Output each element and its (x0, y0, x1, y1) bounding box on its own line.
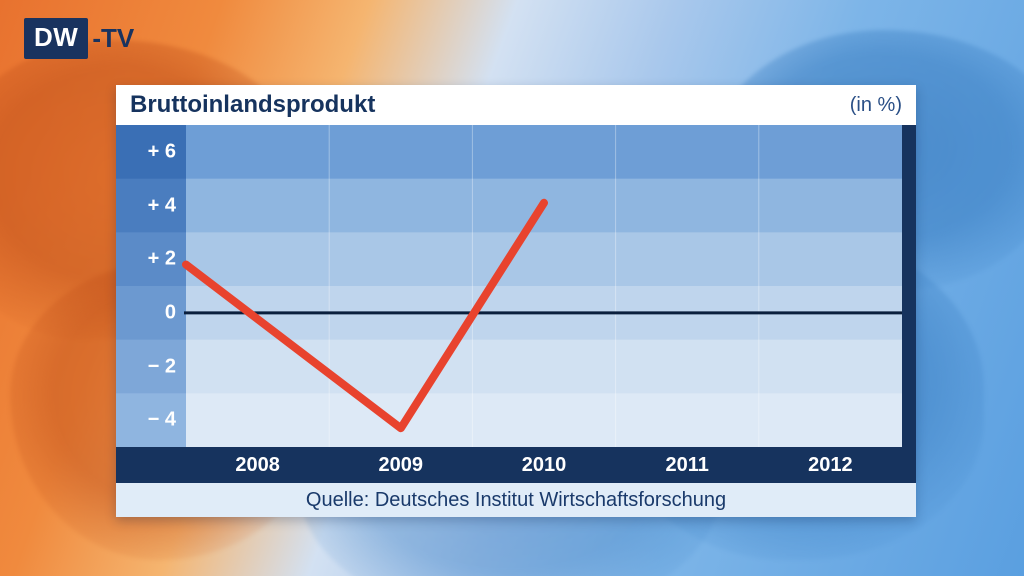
logo-suffix: -TV (88, 23, 134, 54)
chart-title-bar: Bruttoinlandsprodukt (in %) (116, 85, 916, 125)
plot-svg (116, 125, 916, 483)
logo-box: DW (24, 18, 88, 59)
chart-title: Bruttoinlandsprodukt (130, 91, 375, 119)
stage: DW -TV Bruttoinlandsprodukt (in %) + 6+ … (0, 0, 1024, 576)
source-bar: Quelle: Deutsches Institut Wirtschaftsfo… (116, 483, 916, 517)
y-tick-label: − 2 (116, 355, 176, 378)
broadcaster-logo: DW -TV (24, 18, 134, 59)
x-tick-label: 2011 (665, 454, 708, 477)
plot-area: + 6 + 4 + 2 0 − 2 − 4 2008 2009 2010 2011 2012 (116, 125, 916, 483)
x-tick-label: 2008 (235, 454, 280, 477)
y-tick-label: + 6 (116, 140, 176, 163)
x-tick-label: 2010 (522, 454, 567, 477)
source-text: Quelle: Deutsches Institut Wirtschaftsfo… (306, 489, 726, 512)
chart-card: Bruttoinlandsprodukt (in %) + 6 + 4 + 2 0 − … (116, 85, 916, 517)
x-tick-label: 2009 (379, 454, 424, 477)
y-tick-label: − 4 (116, 409, 176, 432)
x-tick-label: 2012 (808, 454, 853, 477)
y-tick-label: + 2 (116, 248, 176, 271)
chart-unit-label: (in %) (850, 94, 902, 117)
y-tick-label: + 4 (116, 194, 176, 217)
y-tick-label: 0 (116, 301, 176, 324)
